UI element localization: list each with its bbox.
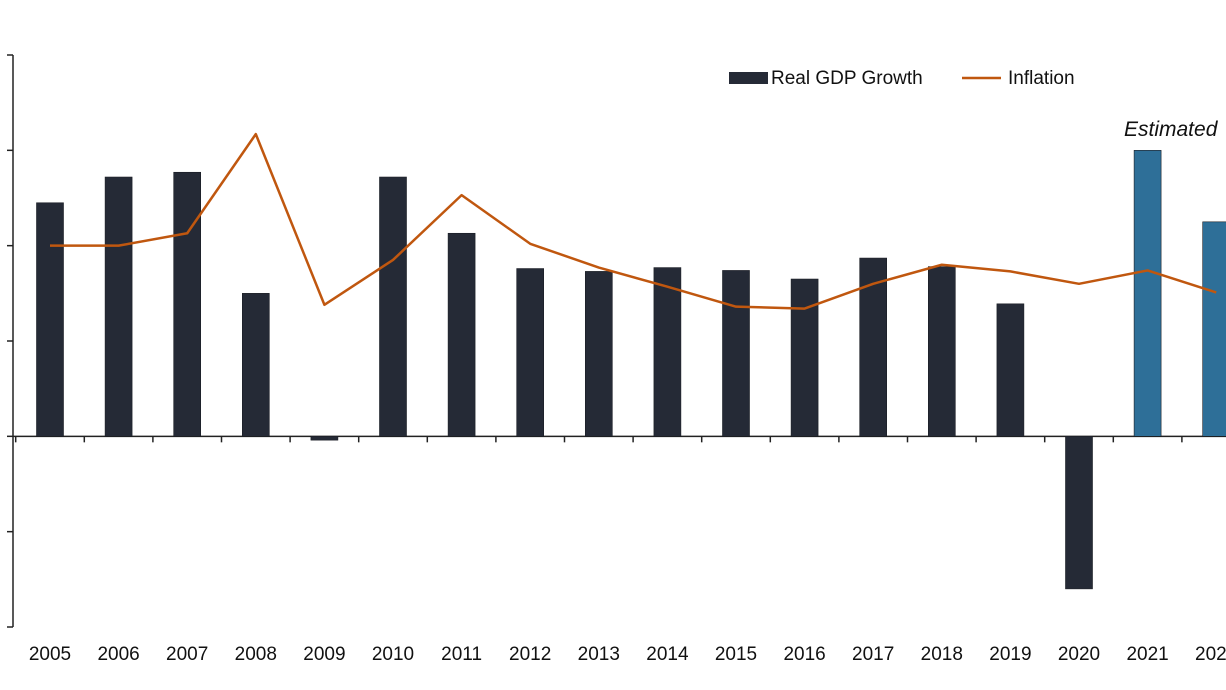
estimated-annotation: Estimated — [1124, 118, 1219, 141]
x-tick-label-2020: 2020 — [1058, 644, 1100, 665]
legend-label-real-gdp-growth: Real GDP Growth — [771, 68, 923, 89]
x-tick-label-2014: 2014 — [646, 644, 689, 665]
bar-2020 — [1065, 436, 1093, 590]
bar-2021 — [1133, 150, 1162, 437]
legend-swatch-real-gdp-growth — [729, 72, 768, 84]
x-tick-label-2019: 2019 — [989, 644, 1031, 665]
x-tick-label-2008: 2008 — [235, 644, 277, 665]
bar-2005 — [36, 202, 64, 437]
bar-2019 — [996, 303, 1025, 437]
x-tick-label-2013: 2013 — [578, 644, 620, 665]
x-tick-label-2005: 2005 — [29, 644, 71, 665]
bar-2007 — [173, 171, 201, 437]
bar-2022 — [1202, 221, 1226, 437]
x-tick-label-2012: 2012 — [509, 644, 551, 665]
x-axis-tick-labels: 2005 2006 2007 2008 2009 2010 2011 2012 2013 2014… — [29, 644, 1226, 665]
bar-2013 — [584, 271, 613, 437]
legend-label-inflation: Inflation — [1008, 68, 1075, 89]
x-tick-label-2011: 2011 — [441, 644, 482, 665]
x-tick-label-2018: 2018 — [921, 644, 963, 665]
line-series-inflation — [49, 132, 1217, 310]
x-tick-label-2006: 2006 — [97, 644, 139, 665]
x-tick-label-2022: 2022 — [1195, 644, 1226, 665]
bar-2006 — [104, 176, 133, 437]
bar-2014 — [653, 267, 682, 437]
x-tick-label-2016: 2016 — [783, 644, 825, 665]
x-tick-label-2017: 2017 — [852, 644, 894, 665]
bar-2011 — [447, 232, 476, 437]
bar-2012 — [516, 268, 545, 437]
x-tick-label-2015: 2015 — [715, 644, 757, 665]
bar-2016 — [790, 278, 819, 437]
bar-2009 — [310, 436, 339, 441]
bar-series-real-gdp-growth — [36, 150, 1226, 590]
x-tick-label-2007: 2007 — [166, 644, 208, 665]
x-tick-label-2010: 2010 — [372, 644, 414, 665]
inflation-line — [50, 132, 1217, 310]
legend: Real GDP Growth Inflation — [729, 68, 1075, 89]
bar-2010 — [379, 176, 407, 437]
bar-2008 — [242, 293, 270, 437]
x-tick-label-2009: 2009 — [303, 644, 345, 665]
x-tick-label-2021: 2021 — [1126, 644, 1168, 665]
bar-2018 — [927, 266, 956, 437]
bar-2015 — [722, 270, 750, 437]
